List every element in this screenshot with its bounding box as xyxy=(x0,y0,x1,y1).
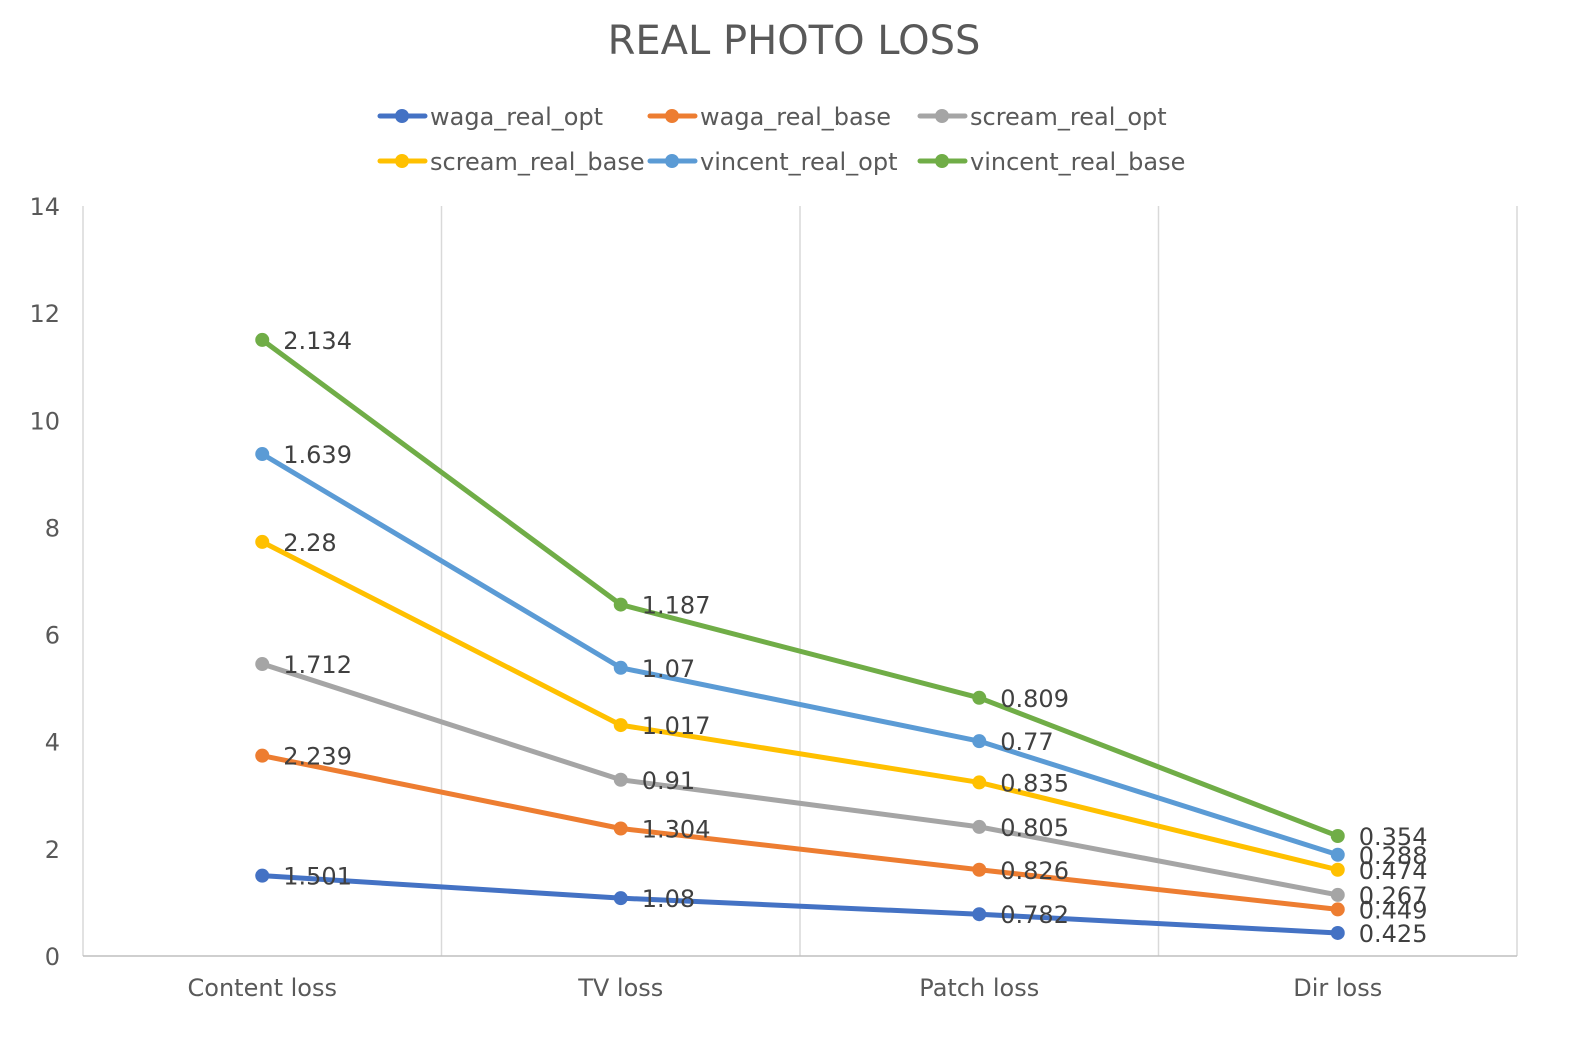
legend-marker xyxy=(665,154,679,168)
legend-label: waga_real_base xyxy=(700,103,891,131)
data-label: 2.28 xyxy=(283,529,336,557)
data-point xyxy=(1330,887,1345,902)
series-line xyxy=(259,539,1341,873)
series-line xyxy=(259,753,1341,912)
series-waga_real_opt xyxy=(255,868,1345,940)
series-vincent_real_opt xyxy=(255,447,1345,862)
data-point xyxy=(1330,862,1345,877)
data-label: 2.134 xyxy=(283,327,352,355)
x-axis: Content loss TV loss Patch loss Dir loss xyxy=(188,974,1383,1002)
chart-title: REAL PHOTO LOSS xyxy=(607,18,981,64)
legend-item: vincent_real_base xyxy=(917,148,1185,176)
legend: waga_real_opt waga_real_base scream_real_o… xyxy=(377,103,1185,176)
legend-item: vincent_real_opt xyxy=(647,148,897,176)
data-label: 0.267 xyxy=(1359,882,1428,910)
data-point xyxy=(613,821,628,836)
y-tick-label: 10 xyxy=(29,407,60,435)
data-point xyxy=(613,597,628,612)
legend-label: vincent_real_opt xyxy=(700,148,897,176)
data-label: 0.782 xyxy=(1000,901,1069,929)
data-label: 2.239 xyxy=(283,743,352,771)
data-point xyxy=(972,734,987,749)
data-label: 0.354 xyxy=(1359,823,1428,851)
data-point xyxy=(255,447,270,462)
data-point xyxy=(1330,847,1345,862)
data-point xyxy=(613,891,628,906)
legend-marker xyxy=(665,109,679,123)
y-tick-label: 4 xyxy=(45,729,60,757)
series-vincent_real_base xyxy=(255,332,1345,843)
data-label: 0.809 xyxy=(1000,685,1069,713)
data-label: 0.77 xyxy=(1000,728,1053,756)
data-point xyxy=(255,534,270,549)
data-label: 0.288 xyxy=(1359,842,1428,870)
series-line xyxy=(259,661,1341,898)
series-waga_real_base xyxy=(255,748,1345,917)
data-label: 0.826 xyxy=(1000,857,1069,885)
series-scream_real_opt xyxy=(255,657,1345,902)
legend-label: vincent_real_base xyxy=(970,148,1185,176)
data-label: 0.474 xyxy=(1359,857,1428,885)
y-tick-label: 14 xyxy=(29,193,60,221)
data-label: 1.639 xyxy=(283,441,352,469)
data-point xyxy=(972,775,987,790)
legend-item: waga_real_opt xyxy=(377,103,603,131)
series-scream_real_base xyxy=(255,534,1345,877)
data-label: 1.187 xyxy=(642,592,711,620)
series-line xyxy=(259,337,1341,839)
legend-item: scream_real_base xyxy=(377,148,645,176)
data-label: 0.425 xyxy=(1359,920,1428,948)
y-tick-label: 6 xyxy=(45,622,60,650)
data-label: 1.07 xyxy=(642,655,695,683)
series-line xyxy=(259,873,1341,936)
y-axis: 0 2 4 6 8 10 12 14 xyxy=(29,193,60,971)
data-label: 1.304 xyxy=(642,816,711,844)
data-label: 1.08 xyxy=(642,885,695,913)
y-tick-label: 12 xyxy=(29,300,60,328)
data-point xyxy=(613,772,628,787)
data-point xyxy=(1330,925,1345,940)
legend-marker xyxy=(935,154,949,168)
data-label: 0.835 xyxy=(1000,769,1069,797)
legend-item: waga_real_base xyxy=(647,103,891,131)
legend-label: scream_real_opt xyxy=(970,103,1167,131)
data-point xyxy=(972,862,987,877)
legend-label: waga_real_opt xyxy=(430,103,603,131)
x-tick-label: Content loss xyxy=(188,974,337,1002)
data-labels: 1.501 1.08 0.782 0.425 2.239 1.304 0.826 0.449 1… xyxy=(283,327,1427,948)
legend-label: scream_real_base xyxy=(430,148,645,176)
x-tick-label: Patch loss xyxy=(919,974,1039,1002)
data-point xyxy=(255,332,270,347)
legend-marker xyxy=(395,154,409,168)
data-label: 1.712 xyxy=(283,651,352,679)
data-point xyxy=(1330,902,1345,917)
data-label: 0.91 xyxy=(642,767,695,795)
data-label: 1.501 xyxy=(283,863,352,891)
data-point xyxy=(972,819,987,834)
series-line xyxy=(259,451,1341,858)
data-point xyxy=(255,868,270,883)
data-point xyxy=(613,718,628,733)
x-tick-label: Dir loss xyxy=(1293,974,1382,1002)
data-point xyxy=(255,748,270,763)
data-label: 1.017 xyxy=(642,712,711,740)
data-point xyxy=(613,660,628,675)
data-point xyxy=(1330,829,1345,843)
data-point xyxy=(972,690,987,705)
data-point xyxy=(972,907,987,922)
legend-marker xyxy=(395,109,409,123)
legend-item: scream_real_opt xyxy=(917,103,1167,131)
y-tick-label: 2 xyxy=(45,836,60,864)
data-point xyxy=(255,657,270,672)
y-tick-label: 8 xyxy=(45,514,60,542)
gridlines xyxy=(82,206,1518,957)
data-label: 0.805 xyxy=(1000,814,1069,842)
legend-marker xyxy=(935,109,949,123)
y-tick-label: 0 xyxy=(45,943,60,971)
x-tick-label: TV loss xyxy=(577,974,663,1002)
data-label: 0.449 xyxy=(1359,896,1428,924)
